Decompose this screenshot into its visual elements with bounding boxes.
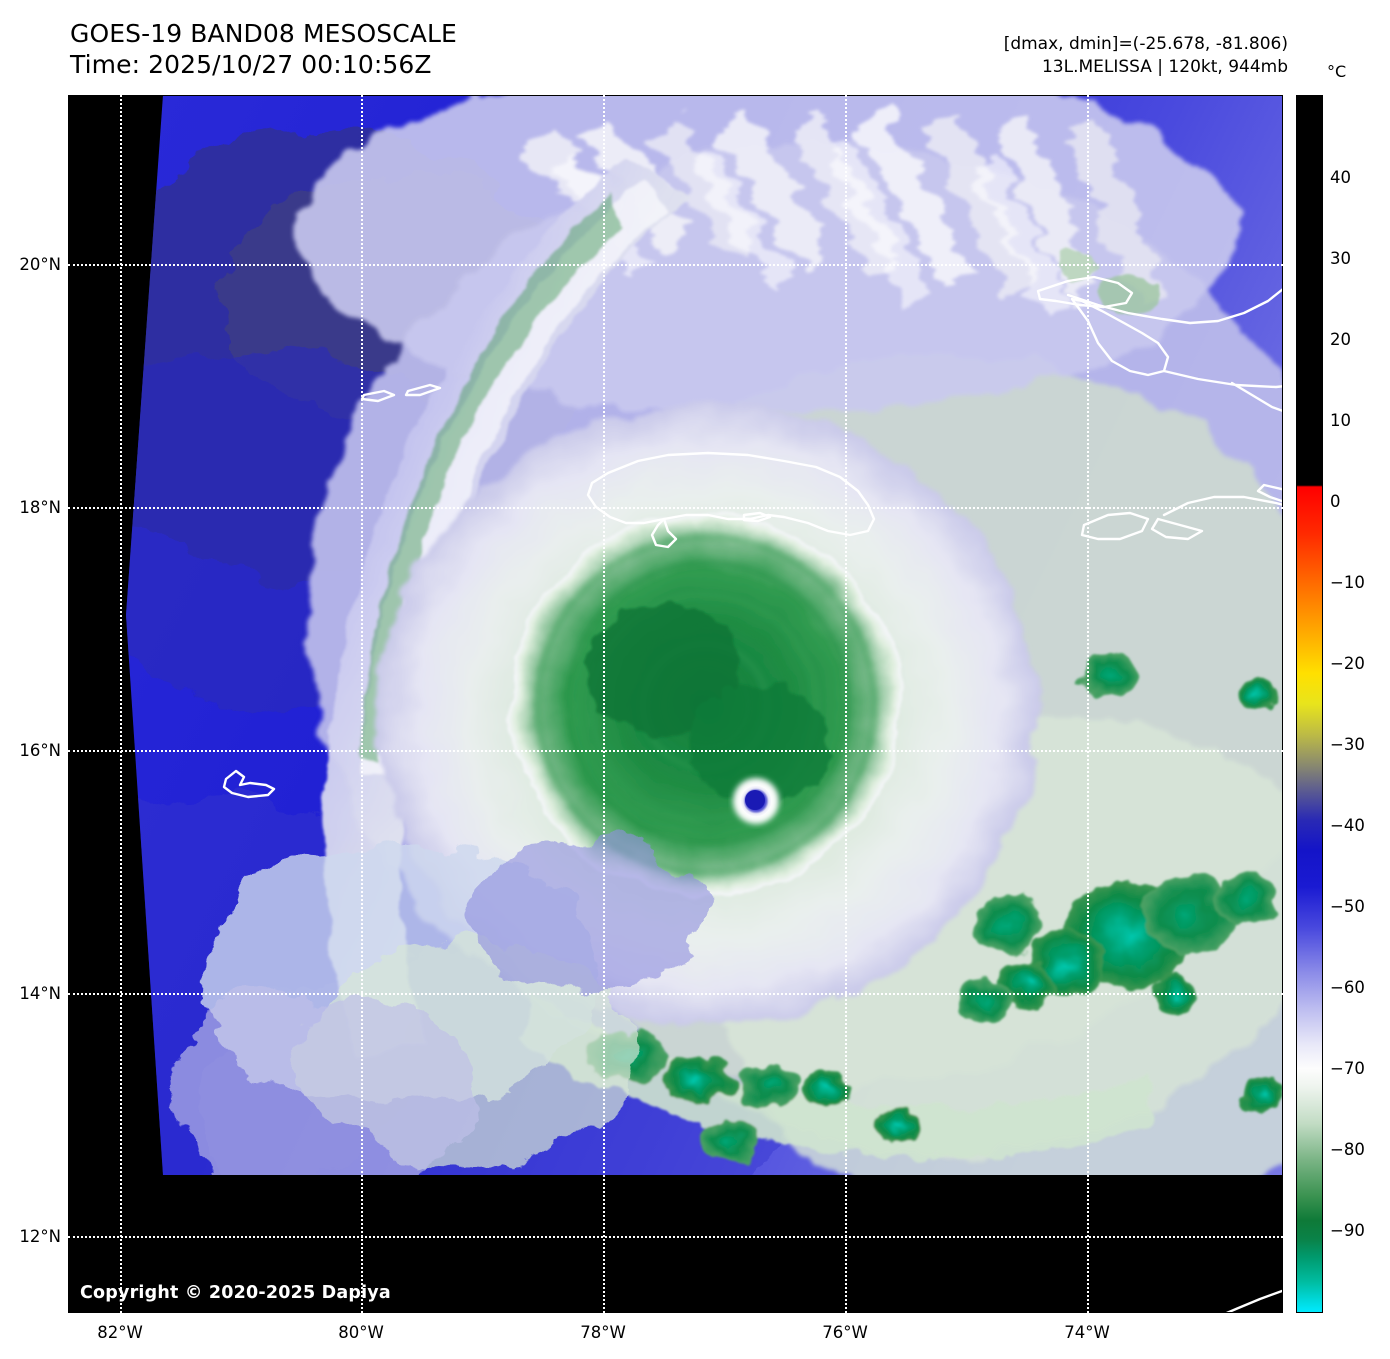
temperature-colorbar[interactable]: [1296, 95, 1323, 1313]
coastline-isla-juventud: [1036, 275, 1134, 309]
coastline-cayman-brac: [404, 383, 442, 397]
coastline-jamaica-portland-bight: [650, 517, 678, 549]
colorbar-tick-m70: −70: [1330, 1059, 1365, 1078]
page-title: GOES-19 BAND08 MESOSCALE: [70, 19, 457, 48]
colorbar-tick-m60: −60: [1330, 978, 1365, 997]
colorbar-tick-10: 10: [1330, 411, 1351, 430]
colorbar-tick-m90: −90: [1330, 1221, 1365, 1240]
colorbar-tick-m20: −20: [1330, 654, 1365, 673]
colorbar-unit-label: °C: [1327, 62, 1347, 81]
coastline-hispaniola-south: [1162, 495, 1283, 517]
coastline-jamaica: [586, 451, 876, 537]
tick-label-lat-14: 14°N: [19, 984, 61, 1003]
copyright-label: Copyright © 2020-2025 Dapiya: [80, 1283, 391, 1303]
tick-label-lat-20: 20°N: [19, 255, 61, 274]
coastline-southeast-bottom: [1223, 1289, 1283, 1313]
colorbar-tick-m10: −10: [1330, 573, 1365, 592]
data-minmax-label: [dmax, dmin]=(-25.678, -81.806): [1003, 34, 1288, 54]
coastline-haiti-north: [1230, 381, 1283, 413]
tick-label-lon-78: 78°W: [580, 1323, 626, 1342]
tick-label-lon-80: 80°W: [338, 1323, 384, 1342]
colorbar-tick-40: 40: [1330, 168, 1351, 187]
data-footprint: [126, 95, 1283, 1175]
coastline-overlay: [222, 275, 1283, 1313]
coastline-jamaica-islet: [742, 511, 772, 523]
header-title-block: GOES-19 BAND08 MESOSCALE Time: 2025/10/2…: [70, 18, 457, 80]
eyewall-cold-core: [510, 513, 902, 897]
satellite-brightness-temperature-raster: [68, 95, 1283, 1313]
colorbar-tick-m40: −40: [1330, 816, 1365, 835]
coastline-grand-cayman: [222, 769, 276, 799]
convective-cell-field: [958, 651, 1283, 1115]
tick-label-lat-16: 16°N: [19, 741, 61, 760]
header-meta-block: [dmax, dmin]=(-25.678, -81.806) 13L.MELI…: [1004, 33, 1288, 79]
tick-label-lat-18: 18°N: [19, 498, 61, 517]
storm-info-label: 13L.MELISSA | 120kt, 944mb: [1041, 57, 1288, 77]
colorbar-tick-m50: −50: [1330, 897, 1365, 916]
colorbar-tick-m80: −80: [1330, 1140, 1365, 1159]
coastline-cuba-south: [1066, 287, 1283, 325]
tick-label-lat-12: 12°N: [19, 1227, 61, 1246]
coastline-haiti-peninsula: [1256, 483, 1283, 503]
colorbar-tick-0: 0: [1330, 492, 1341, 511]
southwest-clouds: [158, 835, 708, 1175]
colorbar-tick-20: 20: [1330, 330, 1351, 349]
timestamp-line: Time: 2025/10/27 00:10:56Z: [70, 50, 432, 79]
coastline-cuba-south-east: [1162, 369, 1283, 389]
coastline-hispaniola-bay: [1150, 517, 1204, 541]
colorbar-tick-m30: −30: [1330, 735, 1365, 754]
coastline-cuba-zapata: [1070, 297, 1170, 377]
colorbar-gradient: [1297, 96, 1322, 1312]
storm-eye: [733, 778, 779, 824]
satellite-image-plot[interactable]: [68, 95, 1283, 1313]
tick-label-lon-74: 74°W: [1064, 1323, 1110, 1342]
colorbar-tick-30: 30: [1330, 249, 1351, 268]
tick-label-lon-76: 76°W: [822, 1323, 868, 1342]
tick-label-lon-82: 82°W: [97, 1323, 143, 1342]
